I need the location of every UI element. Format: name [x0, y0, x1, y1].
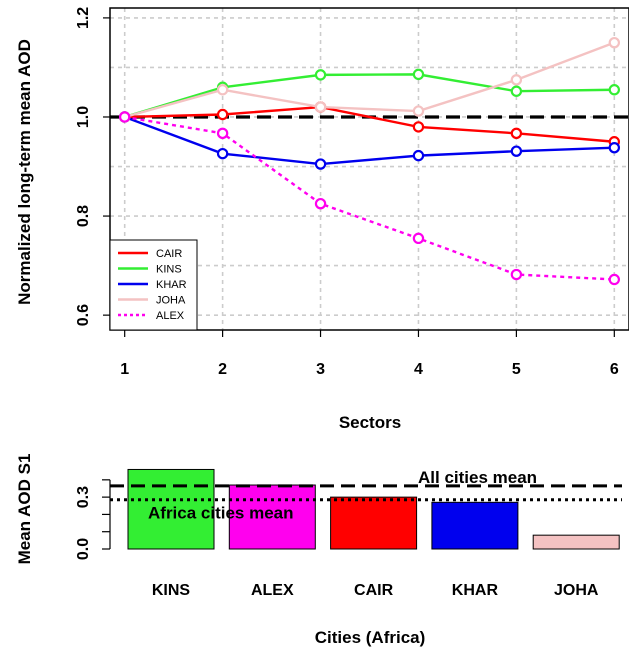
- line-chart-plot-frame: [109, 7, 629, 331]
- legend-label-cair: CAIR: [156, 248, 182, 260]
- point-alex: [314, 197, 327, 210]
- y-tick-label: 1.0: [75, 106, 92, 128]
- bar-chart-y-axis-label: Mean AOD S1: [15, 454, 34, 565]
- x-tick-label: 5: [512, 361, 521, 378]
- category-label: JOHA: [554, 582, 599, 599]
- y-tick-label: 1.2: [75, 7, 92, 29]
- bar-cair: [330, 496, 418, 550]
- line-chart-axes: 1 2 3 4 5 6 0.6 0.8 1.0 1.2: [75, 7, 619, 378]
- bar-alex: [228, 484, 316, 550]
- point-alex: [216, 127, 229, 140]
- x-tick-label: 2: [218, 361, 227, 378]
- category-label: KHAR: [452, 582, 499, 599]
- point-cair: [510, 127, 523, 140]
- bar-kins: [127, 468, 215, 550]
- all-cities-mean-label: All cities mean: [418, 468, 537, 487]
- point-kins: [510, 85, 523, 97]
- legend-label-alex: ALEX: [156, 310, 185, 322]
- legend-label-khar: KHAR: [156, 279, 187, 291]
- series-line-cair: [124, 105, 615, 143]
- point-kins: [412, 68, 425, 81]
- point-alex: [608, 273, 621, 286]
- y-tick-label: 0.6: [75, 304, 92, 326]
- point-khar: [314, 158, 327, 170]
- legend-label-kins: KINS: [156, 264, 182, 276]
- point-cair: [216, 108, 229, 121]
- point-khar: [216, 147, 229, 160]
- point-kins: [314, 69, 327, 81]
- point-alex: [510, 268, 523, 281]
- africa-cities-mean-label: Africa cities mean: [148, 504, 294, 523]
- x-tick-label: 4: [414, 361, 423, 378]
- series-line-alex: [124, 115, 615, 281]
- point-joha: [314, 101, 327, 113]
- point-cair: [412, 121, 425, 133]
- bar-khar: [431, 501, 519, 550]
- point-khar: [412, 149, 425, 162]
- bar-chart-bars: [127, 468, 620, 550]
- point-kins: [608, 84, 621, 96]
- legend-label-joha: JOHA: [156, 295, 186, 307]
- category-label: ALEX: [251, 582, 294, 599]
- bar-chart-x-axis-label: Cities (Africa): [315, 628, 426, 647]
- x-tick-label: 6: [610, 361, 619, 378]
- line-chart-y-axis-label: Normalized long-term mean AOD: [15, 39, 34, 305]
- series-line-kins: [124, 73, 615, 119]
- x-tick-label: 3: [316, 361, 325, 378]
- category-label: CAIR: [354, 582, 394, 599]
- series-line-joha: [124, 41, 615, 119]
- line-chart-panel: 1 2 3 4 5 6 0.6 0.8 1.0 1.2 Sectors Normalized lo…: [15, 7, 629, 432]
- series-line-khar: [124, 115, 615, 166]
- line-chart-x-axis-label: Sectors: [339, 413, 401, 432]
- y-tick-label: 0.8: [75, 205, 92, 227]
- bar-chart-panel: All cities mean Africa cities mean KINS A…: [15, 454, 622, 647]
- point-khar: [510, 145, 523, 157]
- point-alex: [412, 232, 425, 245]
- x-tick-label: 1: [120, 361, 129, 378]
- bar-y-tick-label: 0.0: [75, 538, 92, 560]
- bar-chart-axes: KINS ALEX CAIR KHAR JOHA 0.0 0.3: [75, 479, 599, 599]
- category-label: KINS: [152, 582, 191, 599]
- line-chart-legend: CAIR KINS KHAR JOHA ALEX: [109, 239, 198, 331]
- point-joha: [412, 105, 425, 117]
- point-khar: [608, 141, 621, 154]
- bar-y-tick-label: 0.3: [75, 486, 92, 508]
- line-chart-series: [118, 36, 621, 286]
- point-joha: [608, 36, 621, 49]
- point-alex: [118, 111, 131, 123]
- point-joha: [510, 74, 523, 86]
- point-joha: [216, 84, 229, 96]
- bar-joha: [532, 534, 620, 550]
